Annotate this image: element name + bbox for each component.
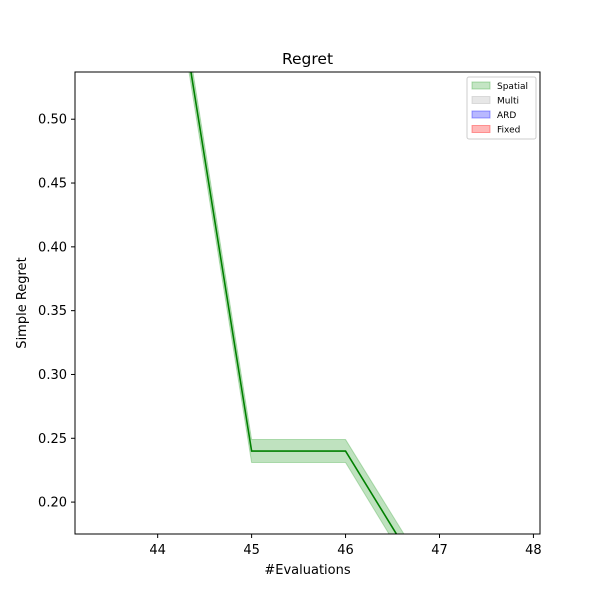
- legend-label-multi: Multi: [497, 97, 519, 107]
- legend-label-spatial: Spatial: [497, 82, 528, 92]
- plot-area: [188, 72, 405, 534]
- y-tick-label: 0.45: [38, 177, 67, 192]
- x-axis-label: #Evaluations: [264, 563, 350, 578]
- y-tick-label: 0.30: [38, 368, 67, 383]
- x-tick-label: 46: [337, 543, 354, 558]
- plot-frame: [74, 71, 541, 535]
- y-tick-label: 0.20: [38, 496, 67, 511]
- legend-swatch-spatial: [471, 81, 491, 90]
- series-band-spatial: [188, 72, 405, 534]
- legend-box: [466, 76, 537, 140]
- legend: Spatial Multi ARD Fixed: [466, 76, 537, 140]
- y-tick-label: 0.25: [38, 432, 67, 447]
- chart-title: Regret: [282, 50, 333, 68]
- x-axis-ticks: 44 45 46 47 48: [149, 534, 542, 558]
- legend-swatch-multi: [471, 96, 491, 104]
- series-line-spatial: [190, 72, 398, 534]
- y-tick-label: 0.40: [38, 240, 67, 255]
- x-tick-label: 48: [525, 543, 542, 558]
- x-tick-label: 45: [243, 543, 260, 558]
- legend-label-ard: ARD: [497, 111, 516, 121]
- y-tick-label: 0.50: [38, 113, 67, 128]
- y-axis-ticks: 0.20 0.25 0.30 0.35 0.40 0.45 0.50: [38, 113, 75, 511]
- x-tick-label: 47: [431, 543, 448, 558]
- y-axis-label: Simple Regret: [15, 257, 30, 348]
- y-tick-label: 0.35: [38, 304, 67, 319]
- legend-label-fixed: Fixed: [497, 126, 520, 136]
- legend-swatch-ard: [471, 110, 491, 119]
- x-tick-label: 44: [149, 543, 166, 558]
- legend-swatch-fixed: [471, 125, 491, 133]
